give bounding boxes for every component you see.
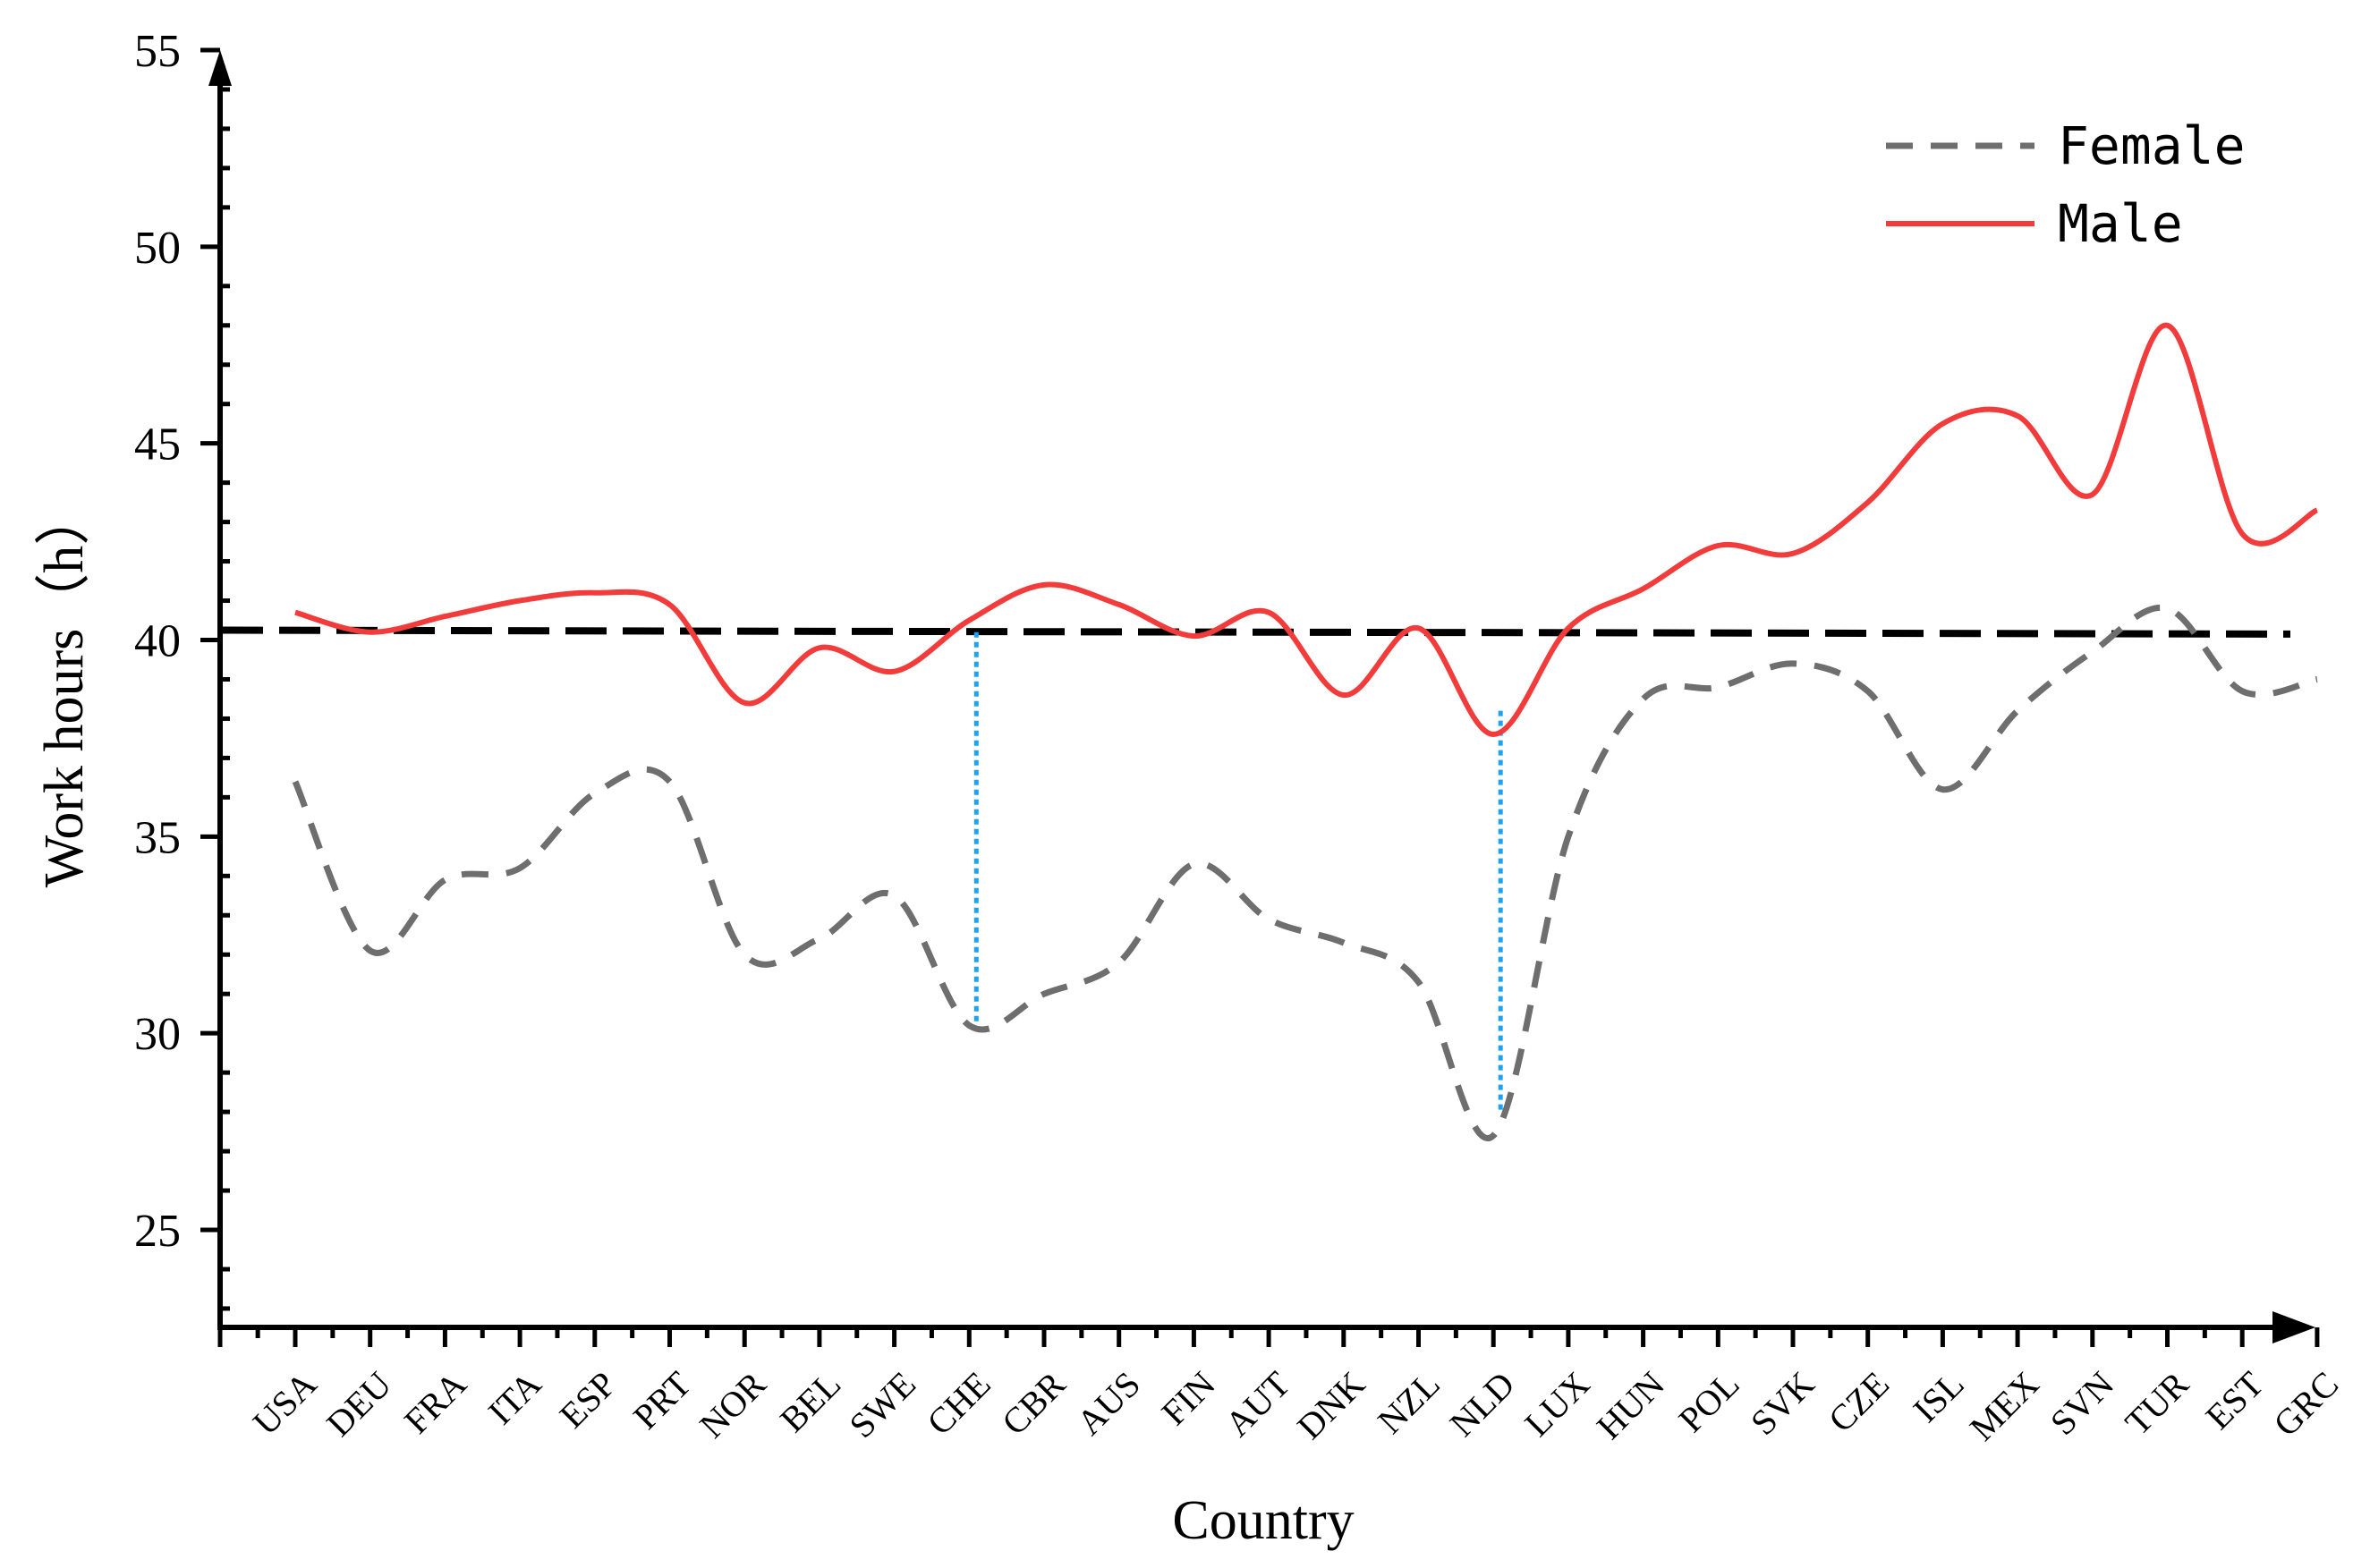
x-tick-label-bel: BEL bbox=[772, 1364, 848, 1440]
x-tick-label-fin: FIN bbox=[1153, 1364, 1222, 1433]
legend: Female Male bbox=[1886, 115, 2246, 254]
x-tick-label-swe: SWE bbox=[841, 1364, 923, 1446]
legend-label-female: Female bbox=[2058, 115, 2246, 176]
x-tick-label-lux: LUX bbox=[1516, 1363, 1597, 1444]
y-tick-label-45: 45 bbox=[134, 420, 181, 470]
x-axis-arrow bbox=[2272, 1311, 2315, 1343]
reference-line-group bbox=[221, 626, 2291, 638]
x-tick-label-nzl: NZL bbox=[1370, 1364, 1448, 1442]
x-tick-label-fra: FRA bbox=[396, 1363, 474, 1441]
reference-line bbox=[221, 626, 2291, 638]
x-tick-label-tur: TUR bbox=[2117, 1363, 2196, 1443]
x-tick-label-nld: NLD bbox=[1442, 1364, 1523, 1445]
y-tick-label-25: 25 bbox=[134, 1206, 181, 1257]
x-tick-label-cze: CZE bbox=[1821, 1364, 1897, 1440]
y-axis-title: Work hours（h） bbox=[34, 490, 95, 887]
x-tick-label-aus: AUS bbox=[1069, 1364, 1148, 1443]
x-tick-label-ita: ITA bbox=[480, 1363, 549, 1432]
series-line-male bbox=[294, 322, 2319, 737]
x-tick-label-pol: POL bbox=[1670, 1364, 1746, 1440]
series-group bbox=[292, 322, 2319, 1141]
y-tick-label-55: 55 bbox=[134, 26, 181, 77]
x-tick-label-dnk: DNK bbox=[1289, 1363, 1372, 1446]
x-tick-label-prt: PRT bbox=[625, 1364, 699, 1437]
x-tick-label-deu: DEU bbox=[319, 1363, 399, 1444]
y-tick-label-30: 30 bbox=[134, 1009, 181, 1060]
y-axis-arrow bbox=[208, 50, 232, 86]
x-axis-title: Country bbox=[1172, 1490, 1354, 1551]
axes bbox=[208, 50, 2315, 1343]
x-tick-label-esp: ESP bbox=[552, 1364, 624, 1437]
x-tick-label-grc: GRC bbox=[2265, 1364, 2346, 1445]
ticks bbox=[200, 47, 2320, 1347]
x-tick-label-est: EST bbox=[2197, 1364, 2271, 1437]
x-tick-label-nor: NOR bbox=[692, 1363, 774, 1445]
series-line-female bbox=[292, 604, 2318, 1141]
legend-label-male: Male bbox=[2058, 193, 2183, 254]
y-tick-label-50: 50 bbox=[134, 223, 181, 274]
x-tick-label-aut: AUT bbox=[1218, 1364, 1298, 1445]
y-tick-label-35: 35 bbox=[134, 812, 181, 863]
gap-markers bbox=[973, 631, 1503, 1113]
x-tick-label-svn: SVN bbox=[2043, 1364, 2121, 1443]
x-tick-label-svk: SVK bbox=[1743, 1363, 1822, 1442]
x-tick-label-usa: USA bbox=[245, 1363, 324, 1442]
y-tick-label-40: 40 bbox=[134, 616, 181, 667]
x-tick-label-hun: HUN bbox=[1589, 1364, 1672, 1447]
x-tick-label-mex: MEX bbox=[1962, 1363, 2047, 1448]
x-tick-label-che: CHE bbox=[919, 1364, 998, 1443]
x-tick-label-cbr: CBR bbox=[994, 1363, 1074, 1443]
